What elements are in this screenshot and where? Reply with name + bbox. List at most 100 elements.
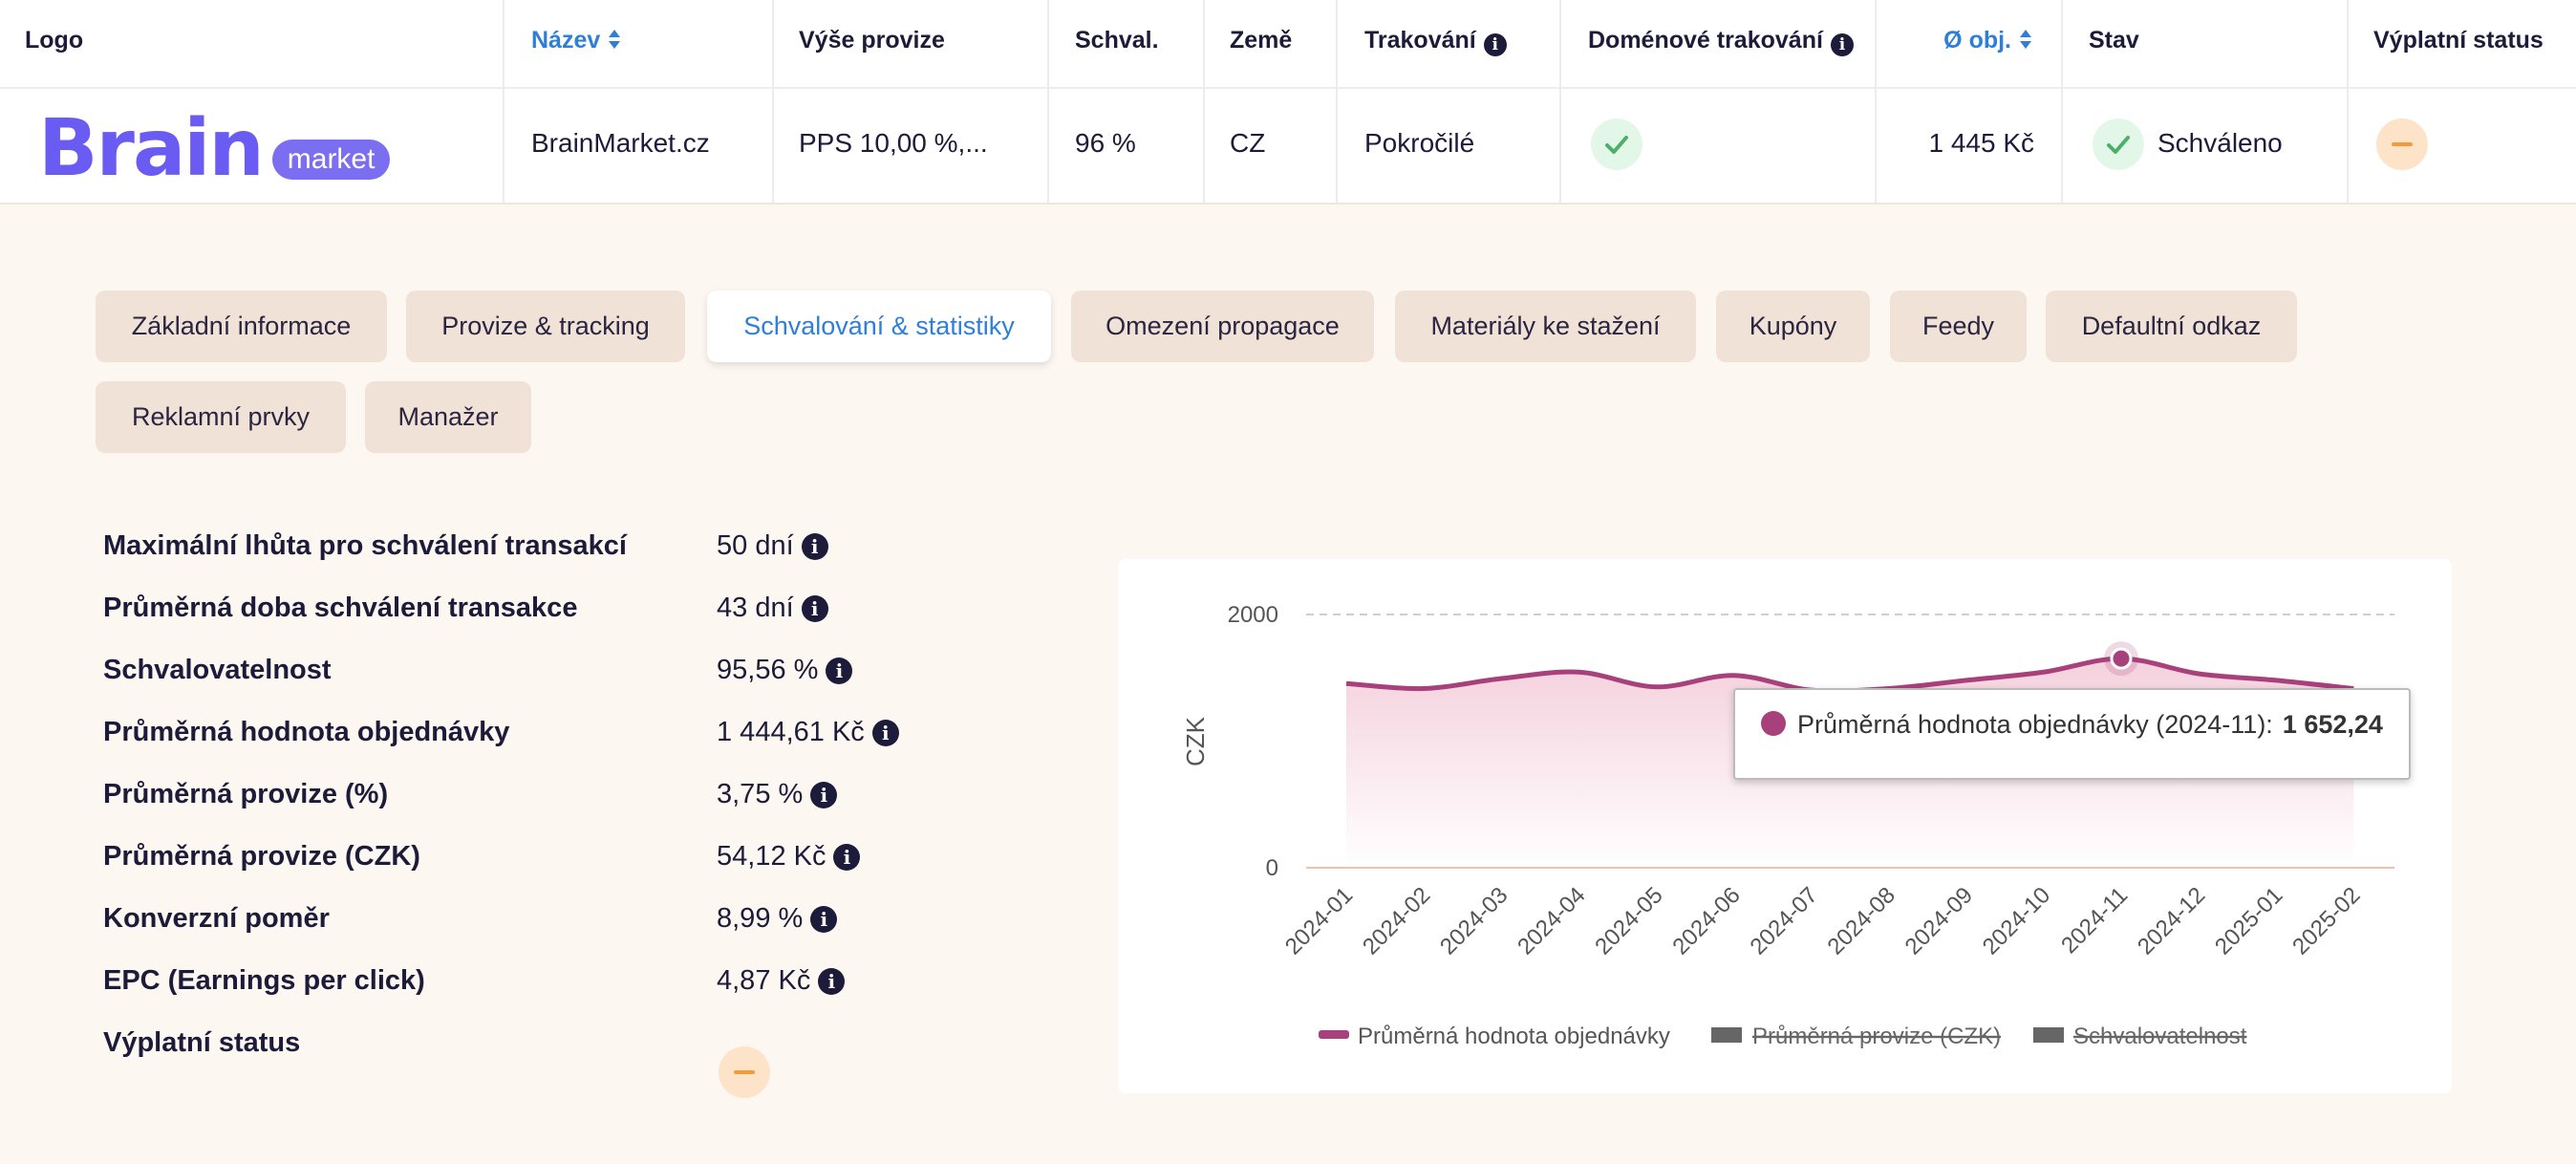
stat-value-text: 8,99 % [717, 903, 804, 934]
stat-value: 54,12 Kč i [717, 841, 861, 873]
tab[interactable]: Feedy [1890, 291, 2027, 362]
header-text: Trakování [1364, 27, 1476, 54]
tooltip-text: Průměrná hodnota objednávky (2024-11): 1 … [1797, 710, 2383, 739]
column-header[interactable]: Ø obj. [1943, 27, 2034, 54]
stat-value-text: 1 444,61 Kč [717, 717, 865, 747]
table-cell: 96 % [1075, 128, 1136, 158]
minus-icon [2376, 119, 2428, 170]
tab[interactable]: Kupóny [1716, 291, 1870, 362]
stat-label: Průměrná hodnota objednávky [103, 717, 510, 747]
column-header: Země [1230, 27, 1292, 54]
stat-value-text: 4,87 Kč [717, 965, 811, 996]
x-tick-label: 2025-02 [2287, 882, 2365, 959]
x-tick-label: 2024-12 [2133, 882, 2210, 959]
tab[interactable]: Omezení propagace [1071, 291, 1374, 362]
table-cell: BrainMarket.cz [531, 128, 710, 158]
legend-label[interactable]: Schvalovatelnost [2073, 1024, 2247, 1049]
y-tick-label: 2000 [1228, 602, 1278, 628]
header-text: Stav [2089, 27, 2139, 54]
check-icon [1591, 119, 1642, 170]
logo-tag: market [271, 139, 391, 180]
stat-label: Výplatní status [103, 1027, 301, 1058]
stat-value: 43 dní i [717, 593, 828, 624]
column-header: Výše provize [799, 27, 945, 54]
x-tick-label: 2024-11 [2056, 882, 2133, 959]
legend-swatch [1711, 1027, 1742, 1043]
info-icon: i [826, 657, 853, 684]
tab[interactable]: Základní informace [96, 291, 387, 362]
header-text: Výplatní status [2373, 27, 2544, 54]
tooltip [1733, 688, 2411, 780]
stat-value-text: 3,75 % [717, 779, 804, 809]
x-tick-label: 2024-05 [1590, 882, 1667, 959]
stat-value-text: 54,12 Kč [717, 841, 826, 872]
tooltip-label: Průměrná hodnota objednávky (2024-11): [1797, 710, 2273, 739]
x-tick-label: 2024-07 [1745, 882, 1822, 959]
stat-label: Průměrná provize (%) [103, 779, 389, 809]
tab[interactable]: Manažer [365, 381, 531, 453]
column-border [1559, 0, 1561, 203]
info-icon: i [833, 843, 861, 871]
info-icon: i [1483, 33, 1507, 56]
legend-swatch [2033, 1027, 2064, 1043]
column-header: Logo [25, 27, 83, 54]
stat-label: Průměrná provize (CZK) [103, 841, 420, 872]
table-cell: Pokročilé [1364, 128, 1475, 158]
column-border [1336, 0, 1338, 203]
info-icon: i [801, 594, 828, 622]
sort-icon [609, 30, 621, 49]
column-border [1203, 0, 1205, 203]
chart-card: 0 2000 CZK 2024-01 2024-02 2024-03 2024-04 2024… [1118, 559, 2452, 1093]
column-border [2347, 0, 2349, 203]
stat-label: Konverzní poměr [103, 903, 330, 934]
column-border [772, 0, 774, 203]
column-border [1875, 0, 1877, 203]
header-text: Název [531, 27, 601, 54]
stat-value-text: 95,56 % [717, 655, 819, 685]
logo: Brain market [38, 103, 391, 194]
stat-label: Průměrná doba schválení transakce [103, 593, 578, 623]
column-header: Trakování i [1364, 27, 1507, 56]
stat-value: 1 444,61 Kč i [717, 717, 899, 748]
point [2110, 647, 2133, 670]
stat-value-text: 50 dní [717, 530, 794, 561]
x-tick-label: 2025-01 [2210, 882, 2287, 959]
table-cell: 1 445 Kč [1928, 128, 2034, 158]
tab[interactable]: Materiály ke stažení [1395, 291, 1696, 362]
logo-name: Brain [38, 103, 265, 194]
check-icon [2093, 119, 2144, 170]
stat-value: 95,56 % i [717, 655, 853, 686]
stat-label: EPC (Earnings per click) [103, 965, 425, 996]
x-tick-label: 2024-06 [1667, 882, 1745, 959]
tab[interactable]: Provize & tracking [406, 291, 685, 362]
column-header: Doménové trakování i [1588, 27, 1854, 56]
info-icon: i [810, 905, 838, 933]
legend-label[interactable]: Průměrná hodnota objednávky [1358, 1024, 1670, 1049]
header-text: Doménové trakování [1588, 27, 1823, 54]
tooltip-marker [1761, 711, 1786, 736]
x-tick-label: 2024-10 [1978, 882, 2055, 959]
table-cell: PPS 10,00 %,... [799, 128, 988, 158]
table [0, 0, 2576, 205]
minus-icon [719, 1046, 770, 1098]
x-tick-label: 2024-02 [1358, 882, 1435, 959]
y-axis-label: CZK [1181, 716, 1210, 766]
header-text: Výše provize [799, 27, 945, 54]
header-text: Země [1230, 27, 1293, 54]
stat-label: Schvalovatelnost [103, 655, 332, 685]
table-cell: Schváleno [2157, 128, 2283, 158]
info-icon: i [871, 719, 899, 746]
y-tick-label: 0 [1266, 855, 1278, 881]
stat-label: Maximální lhůta pro schválení transakcí [103, 530, 627, 561]
tooltip-value: 1 652,24 [2283, 710, 2383, 739]
legend-label[interactable]: Průměrná provize (CZK) [1752, 1024, 2001, 1049]
stat-value: 3,75 % i [717, 779, 838, 810]
header-text: Logo [25, 27, 84, 54]
tab[interactable]: Reklamní prvky [96, 381, 346, 453]
tab[interactable]: Schvalování & statistiky [707, 291, 1051, 362]
column-border [1047, 0, 1049, 203]
info-icon: i [810, 781, 838, 808]
column-header[interactable]: Název [531, 27, 623, 54]
tab[interactable]: Defaultní odkaz [2046, 291, 2297, 362]
